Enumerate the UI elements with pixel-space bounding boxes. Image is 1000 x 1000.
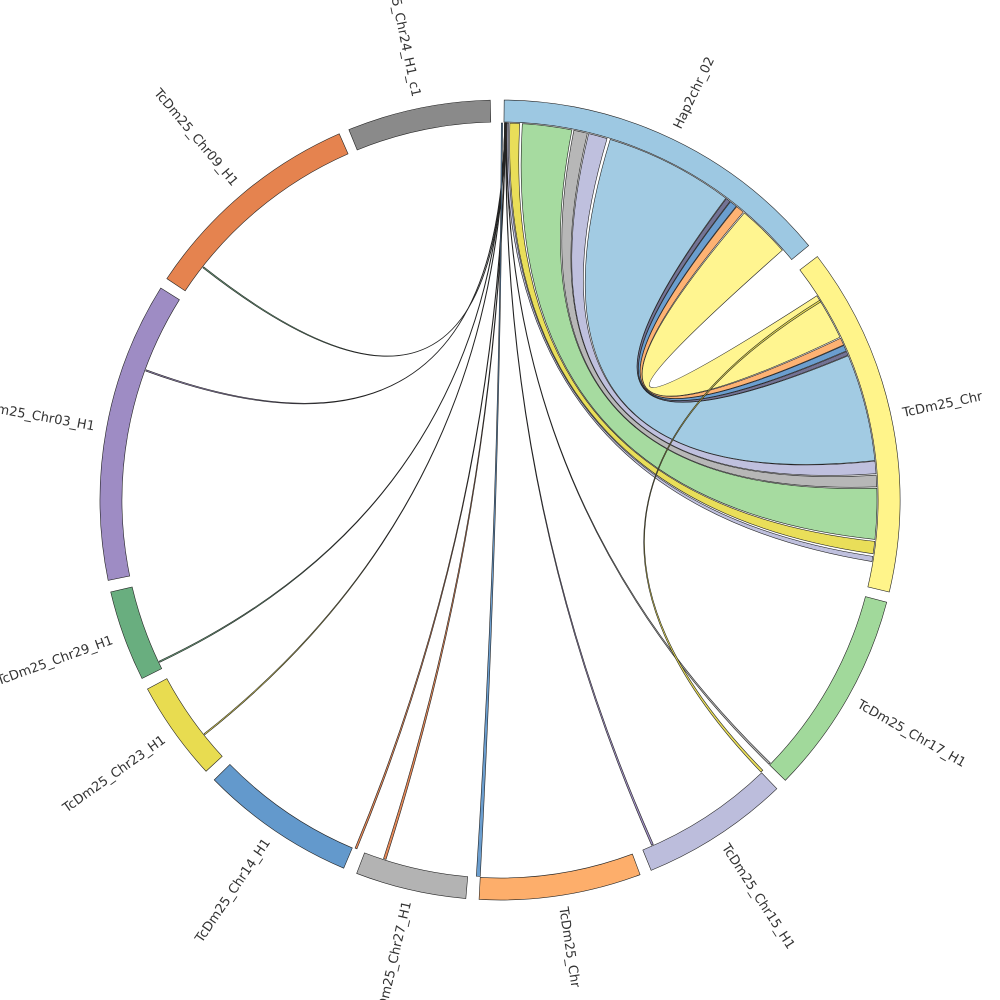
link-ribbon: [145, 122, 506, 405]
sector-label: TcDm25_Chr23_H1: [60, 733, 169, 817]
sector-label: TcDm25_Chr14_H1: [192, 836, 274, 946]
link-ribbon: [383, 122, 507, 860]
sector-label: TcDm25_Chr29_H1: [0, 633, 115, 689]
sector-7: [147, 678, 223, 772]
sector-9: [99, 287, 180, 581]
sector-label: TcDm25_Chr24_H1_c1: [379, 0, 423, 98]
sector-label: TcDm25_Chr15_H1: [718, 841, 798, 953]
link-ribbon: [638, 201, 847, 401]
sector-4: [478, 853, 641, 901]
link-ribbon: [520, 123, 878, 540]
sector-label: TcDm25_Chr09_H1: [150, 85, 241, 189]
link-ribbon: [509, 122, 876, 555]
link-ribbon: [643, 299, 822, 773]
sector-6: [213, 764, 353, 869]
link-ribbon: [476, 122, 503, 877]
link-ribbon: [637, 198, 849, 403]
link-ribbon: [203, 122, 506, 736]
sector-2: [769, 596, 888, 781]
sector-0: [503, 99, 810, 260]
link-ribbon: [354, 122, 507, 850]
link-ribbon: [571, 133, 877, 476]
sector-label: TcDm25_Chr17_H1: [853, 697, 968, 771]
link-ribbon: [584, 139, 876, 465]
sector-label: TcDm25_Chr: [900, 389, 984, 421]
links-layer: [145, 122, 878, 877]
sector-label: TcDm25_Chr27_H1: [373, 900, 415, 1000]
sector-5: [356, 852, 469, 899]
sector-label: TcDm25_Chr03_H1: [0, 398, 96, 435]
sector-10: [166, 133, 349, 292]
sector-11: [348, 99, 492, 151]
link-ribbon: [505, 122, 654, 846]
link-ribbon: [506, 122, 771, 765]
link-ribbon: [641, 212, 841, 397]
sector-label: Hap2chr_02: [671, 55, 718, 132]
sector-8: [110, 586, 163, 679]
link-ribbon: [639, 206, 844, 399]
sectors-layer: [99, 99, 901, 901]
sector-1: [799, 256, 901, 593]
sector-3: [642, 772, 778, 871]
sector-label: TcDm25_Chr: [555, 905, 582, 989]
link-ribbon: [505, 122, 874, 562]
link-ribbon: [158, 122, 506, 663]
link-ribbon: [561, 129, 878, 488]
link-ribbon: [202, 122, 506, 357]
